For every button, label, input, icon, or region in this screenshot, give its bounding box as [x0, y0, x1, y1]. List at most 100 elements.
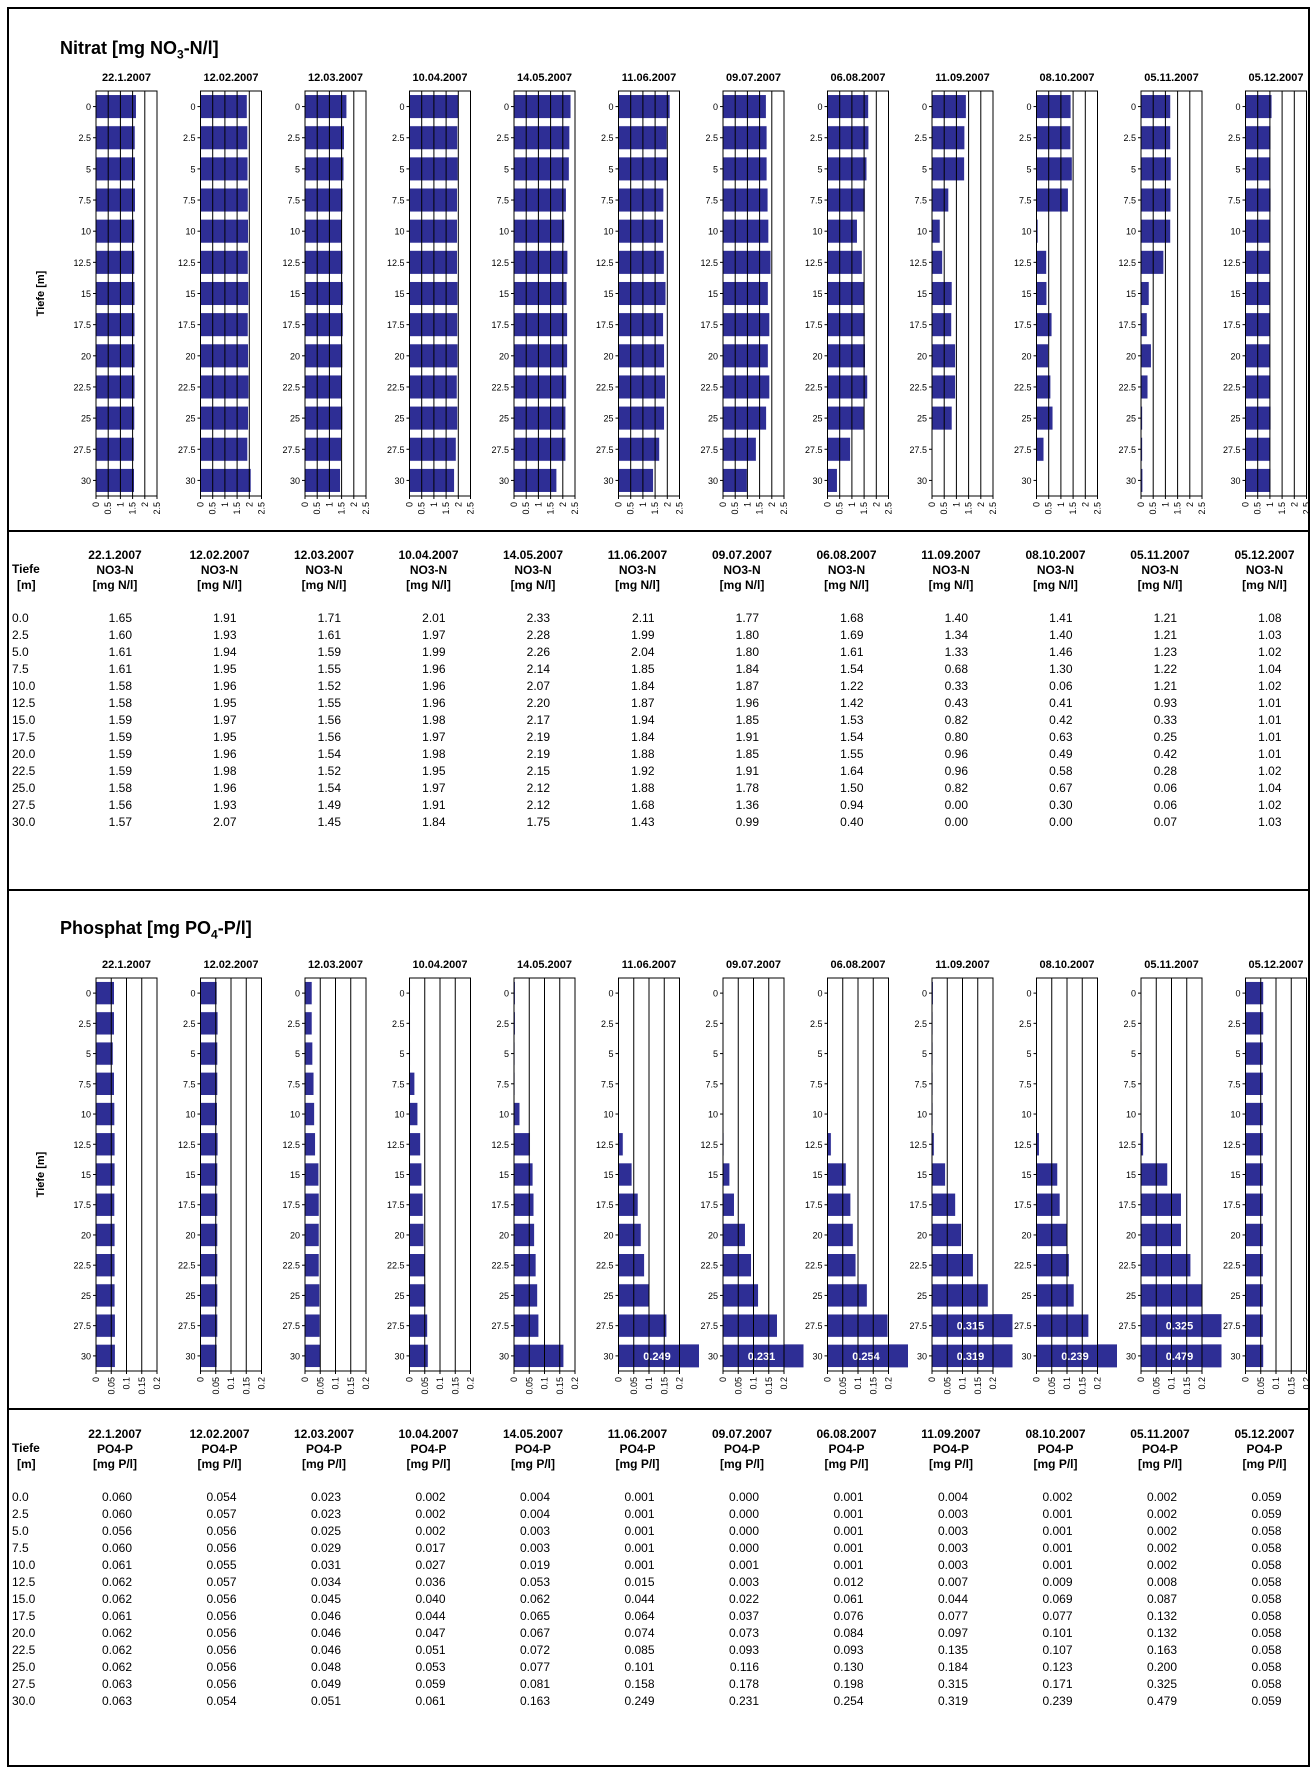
table-param-header: NO3-N	[1245, 563, 1284, 577]
x-tick-label: 0.5	[103, 502, 113, 515]
table-cell: 1.54	[317, 747, 341, 761]
table-cell: 0.00	[1049, 815, 1073, 829]
table-cell: 1.22	[840, 679, 864, 693]
y-tick-label: 30	[81, 476, 91, 486]
table-cell: 0.058	[1251, 1592, 1282, 1606]
table-date-header: 12.02.2007	[189, 1427, 250, 1441]
table-cell: 0.132	[1146, 1609, 1177, 1623]
y-tick-label: 2.5	[601, 1019, 614, 1029]
depth-cell: 25.0	[12, 781, 36, 795]
bar	[618, 219, 664, 244]
y-tick-label: 17.5	[700, 320, 718, 330]
table-cell: 0.58	[1049, 764, 1073, 778]
y-tick-label: 27.5	[1223, 445, 1241, 455]
table-cell: 0.80	[944, 730, 968, 744]
y-tick-label: 15	[185, 1170, 195, 1180]
y-tick-label: 20	[185, 351, 195, 361]
table-cell: 0.003	[519, 1541, 550, 1555]
bar	[95, 343, 136, 368]
bar	[931, 281, 953, 306]
bar	[1140, 187, 1172, 213]
x-tick-label: 2	[558, 502, 568, 507]
y-tick-label: 27.5	[1014, 445, 1032, 455]
bar-overflow-label: 0.315	[957, 1321, 985, 1333]
y-tick-label: 12.5	[178, 1140, 196, 1150]
bar	[618, 1132, 624, 1157]
table-cell: 0.254	[833, 1694, 864, 1708]
x-tick-label: 0	[614, 502, 624, 507]
table-date-header: 05.12.2007	[1234, 548, 1295, 562]
bar-overflow-label: 0.231	[748, 1351, 776, 1363]
table-cell: 0.046	[310, 1626, 341, 1640]
bar	[95, 1313, 116, 1338]
x-tick-label: 1.5	[546, 502, 556, 515]
bar	[827, 187, 866, 213]
y-tick-label: 0	[1026, 102, 1031, 112]
table-cell: 0.004	[519, 1490, 550, 1504]
table-cell: 0.40	[840, 815, 864, 829]
phosphate-table: Tiefe [m] 0.0 2.5 5.0 7.5 10.0 12.5 15.0 17.5 20.0…	[0, 1427, 1316, 1767]
table-cell: 2.12	[526, 798, 550, 812]
panel-date: 08.10.2007	[1039, 72, 1094, 84]
bar	[409, 1344, 429, 1368]
x-tick-label: 2	[453, 502, 463, 507]
x-tick-label: 0	[91, 1377, 101, 1382]
y-tick-label: 0	[190, 989, 195, 999]
table-cell: 0.036	[415, 1575, 446, 1589]
panel-date: 05.12.2007	[1248, 72, 1303, 84]
table-cell: 0.015	[624, 1575, 655, 1589]
table-unit-header: [mg N/l]	[92, 578, 138, 592]
bar	[618, 1223, 642, 1247]
table-cell: 0.49	[1049, 747, 1073, 761]
y-tick-label: 25	[812, 1291, 822, 1301]
y-tick-label: 0	[295, 989, 300, 999]
table-cell: 1.02	[1258, 798, 1282, 812]
table-cell: 0.001	[833, 1524, 864, 1538]
y-tick-label: 12.5	[491, 1140, 509, 1150]
table-cell: 1.91	[422, 798, 446, 812]
depth-cell: 5.0	[12, 645, 29, 659]
x-tick-label: 0	[91, 502, 101, 507]
bar-overflow-label: 0.249	[643, 1351, 671, 1363]
table-cell: 0.002	[415, 1490, 446, 1504]
table-cell: 1.87	[631, 696, 655, 710]
y-tick-label: 10	[394, 1110, 404, 1120]
y-tick-label: 15	[290, 1170, 300, 1180]
bar	[95, 1132, 116, 1157]
bar	[827, 437, 851, 462]
depth-unit-header: [m]	[17, 578, 36, 592]
x-tick-label: 0.5	[312, 502, 322, 515]
x-tick-label: 1	[1265, 502, 1275, 507]
bar	[95, 125, 136, 150]
table-cell: 0.003	[937, 1558, 968, 1572]
bar-overflow-label: 0.254	[852, 1351, 880, 1363]
bar	[827, 1223, 854, 1247]
x-tick-label: 2.5	[466, 502, 476, 515]
panel-date: 12.03.2007	[308, 959, 363, 971]
y-tick-label: 25	[499, 1291, 509, 1301]
table-cell: 0.06	[1153, 781, 1177, 795]
y-tick-label: 20	[81, 1230, 91, 1240]
y-tick-label: 2.5	[287, 1019, 300, 1029]
y-tick-label: 17.5	[1223, 1200, 1241, 1210]
table-cell: 0.239	[1042, 1694, 1073, 1708]
y-tick-label: 22.5	[805, 1261, 823, 1271]
table-cell: 1.75	[526, 815, 550, 829]
panel-12.02.2007: 12.02.2007 0 0.05 0.1 0.15 0.2 0 2.5 5 7.5 10 12.5 1…	[178, 959, 267, 1395]
y-tick-label: 30	[1021, 476, 1031, 486]
bar	[409, 1283, 426, 1308]
x-tick-label: 2.5	[361, 502, 371, 515]
y-tick-label: 0	[608, 989, 613, 999]
y-tick-label: 7.5	[1019, 1079, 1032, 1089]
y-tick-label: 20	[394, 351, 404, 361]
table-cell: 0.00	[944, 798, 968, 812]
x-tick-label: 2	[1080, 502, 1090, 507]
depth-cell: 0.0	[12, 1490, 29, 1504]
nitrate-table: Tiefe [m] 0.0 2.5 5.0 7.5 10.0 12.5 15.0 17.5 20.0…	[0, 548, 1316, 888]
table-cell: 0.058	[1251, 1609, 1282, 1623]
y-tick-label: 25	[394, 1291, 404, 1301]
table-cell: 0.004	[937, 1490, 968, 1504]
bar	[827, 219, 858, 244]
